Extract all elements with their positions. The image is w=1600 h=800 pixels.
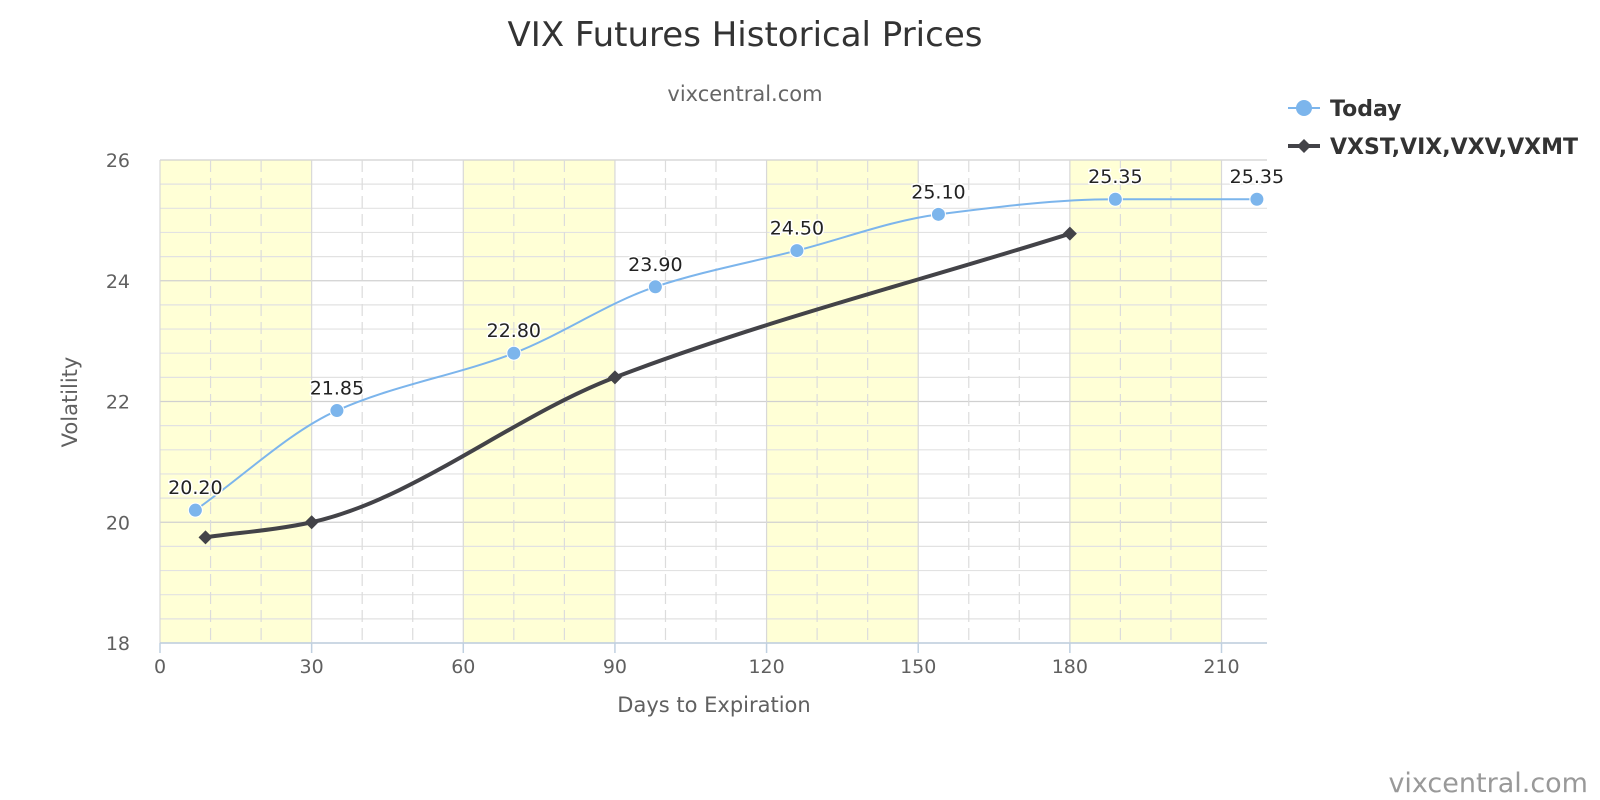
series-line-today	[194, 198, 1257, 511]
data-label: 21.85	[310, 378, 364, 400]
series-line-spot-indices	[205, 231, 1071, 540]
data-label: 25.35	[1230, 166, 1284, 188]
x-tick-label: 150	[900, 656, 936, 678]
legend: Today VXST,VIX,VXV,VXMT	[1288, 97, 1578, 160]
data-point-today[interactable]	[930, 206, 946, 222]
grid-lines	[159, 159, 1267, 644]
data-point-today[interactable]	[187, 502, 203, 518]
data-point-today[interactable]	[1249, 191, 1265, 207]
y-tick-label: 18	[106, 633, 130, 655]
data-label: 23.90	[628, 254, 682, 276]
y-axis-title: Volatility	[58, 357, 82, 448]
legend-label: Today	[1330, 97, 1401, 122]
x-tick-label: 60	[451, 656, 475, 678]
legend-item-today[interactable]: Today	[1288, 97, 1401, 122]
data-point-spot-indices[interactable]	[304, 515, 319, 530]
data-labels: 20.20 21.85 22.80 23.90 24.50 25.10 25.35 25.35	[167, 165, 1286, 501]
chart-title: VIX Futures Historical Prices	[508, 15, 983, 55]
data-point-spot-indices[interactable]	[607, 370, 622, 385]
x-tick-label: 0	[154, 656, 166, 678]
data-label: 24.50	[770, 218, 824, 240]
data-label: 20.20	[168, 477, 222, 499]
data-point-today[interactable]	[789, 243, 805, 259]
legend-label: VXST,VIX,VXV,VXMT	[1330, 135, 1578, 160]
y-tick-label: 24	[106, 271, 130, 293]
x-tick-label: 180	[1052, 656, 1088, 678]
y-tick-label: 26	[106, 150, 130, 172]
x-tick-label: 90	[603, 656, 627, 678]
x-tick-label: 30	[300, 656, 324, 678]
data-label: 22.80	[487, 320, 541, 342]
series-group	[187, 191, 1265, 545]
data-label: 25.35	[1088, 166, 1142, 188]
legend-marker-diamond	[1297, 139, 1311, 153]
y-tick-label: 20	[106, 512, 130, 534]
legend-marker-circle	[1296, 100, 1312, 116]
data-point-today[interactable]	[506, 345, 522, 361]
legend-item-spot-indices[interactable]: VXST,VIX,VXV,VXMT	[1288, 135, 1578, 160]
data-point-today[interactable]	[1107, 191, 1123, 207]
chart-subtitle: vixcentral.com	[667, 82, 822, 106]
data-point-spot-indices[interactable]	[1062, 226, 1077, 241]
axes: 0 30 60 90 120 150 180 210 18 20 22 24 26	[106, 150, 1267, 678]
y-tick-label: 22	[106, 392, 130, 414]
x-tick-label: 210	[1203, 656, 1239, 678]
data-point-today[interactable]	[647, 279, 663, 295]
data-point-today[interactable]	[329, 403, 345, 419]
data-label: 25.10	[911, 181, 965, 203]
credits-link[interactable]: vixcentral.com	[1388, 768, 1588, 799]
data-point-spot-indices[interactable]	[198, 530, 213, 545]
x-tick-label: 120	[748, 656, 784, 678]
x-axis-title: Days to Expiration	[617, 693, 810, 717]
